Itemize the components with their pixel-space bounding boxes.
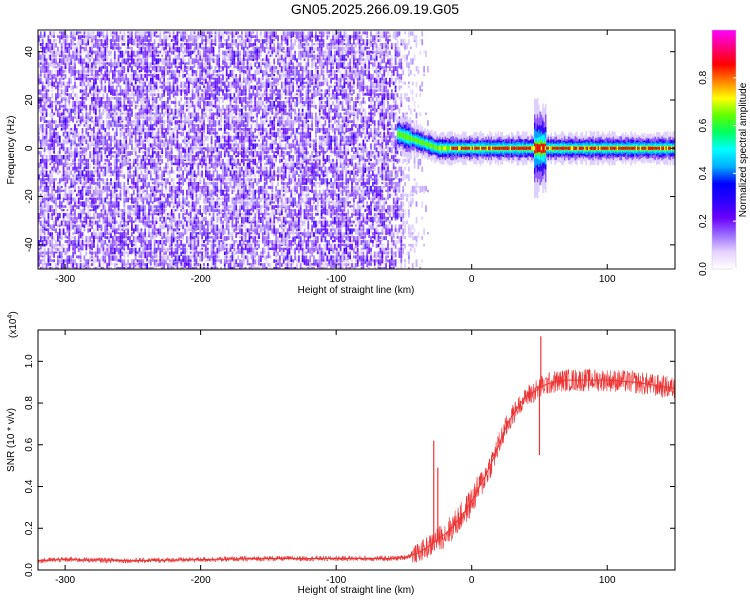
snr-frame bbox=[37, 329, 676, 571]
snr-line-noise bbox=[38, 368, 675, 564]
colorbar-frame bbox=[711, 29, 737, 270]
snr-x-tick-label: 0 bbox=[469, 575, 475, 586]
spectrogram-y-tick-label: 20 bbox=[24, 94, 35, 106]
colorbar-tick-label: 0.8 bbox=[698, 70, 709, 84]
chart-title: GN05.2025.266.09.19.G05 bbox=[291, 1, 459, 17]
snr-y-tick-label: 0.8 bbox=[24, 396, 35, 410]
snr-y-tick-label: 0.2 bbox=[24, 521, 35, 535]
spectrogram-x-tick-label: -300 bbox=[55, 274, 75, 285]
spectrogram-x-tick-label: -200 bbox=[191, 274, 211, 285]
snr-y-label: SNR (10 * v/v) bbox=[6, 408, 17, 472]
snr-x-tick-label: -200 bbox=[191, 575, 211, 586]
spectrogram-y-tick-label: 0 bbox=[24, 145, 35, 151]
colorbar-tick-label: 0.6 bbox=[698, 118, 709, 132]
spectrogram-x-label: Height of straight line (km) bbox=[298, 285, 415, 296]
snr-background bbox=[38, 330, 675, 570]
spectrogram-y-tick-label: -20 bbox=[24, 189, 35, 204]
colorbar-ticks: 0.0 0.2 0.4 0.6 0.8 bbox=[698, 70, 736, 276]
spectrogram-x-tick-label: -100 bbox=[326, 274, 346, 285]
snr-x-label: Height of straight line (km) bbox=[298, 585, 415, 596]
snr-y-ticks: 0.0 0.2 0.4 0.6 0.8 1.0 bbox=[24, 354, 675, 577]
snr-scale-label: (x104) bbox=[7, 311, 19, 338]
colorbar-tick-label: 0.0 bbox=[698, 262, 709, 276]
colorbar-tick-label: 0.2 bbox=[698, 214, 709, 228]
spectrogram-x-tick-label: 100 bbox=[599, 274, 616, 285]
spectrogram-frame bbox=[37, 29, 676, 270]
snr-scale-exponent: 4 bbox=[7, 315, 14, 319]
snr-scale-base: (x10 bbox=[8, 318, 19, 338]
snr-x-ticks: -300 -200 -100 0 100 bbox=[55, 330, 616, 586]
snr-x-tick-label: -300 bbox=[55, 575, 75, 586]
colorbar-tick-label: 0.4 bbox=[698, 166, 709, 180]
spectrogram-y-tick-label: -40 bbox=[24, 237, 35, 252]
spectrogram-y-label: Frequency (Hz) bbox=[6, 116, 17, 185]
spectrogram-x-tick-label: 0 bbox=[469, 274, 475, 285]
snr-y-tick-label: 0.4 bbox=[24, 479, 35, 493]
colorbar-gradient bbox=[712, 30, 736, 269]
spectrogram-x-ticks: -300 -200 -100 0 100 bbox=[55, 30, 616, 285]
snr-panel: -300 -200 -100 0 100 0.0 0.2 0.4 0.6 0.8 1.0 Heig… bbox=[6, 311, 676, 596]
spectrogram-signal-band bbox=[397, 98, 675, 199]
colorbar-label: Normalized spectral amplitude bbox=[738, 82, 749, 217]
snr-y-tick-label: 1.0 bbox=[24, 354, 35, 368]
snr-y-tick-label: 0.6 bbox=[24, 437, 35, 451]
snr-line bbox=[38, 379, 675, 562]
snr-x-tick-label: 100 bbox=[599, 575, 616, 586]
snr-y-tick-label: 0.0 bbox=[24, 563, 35, 577]
snr-x-tick-label: -100 bbox=[326, 575, 346, 586]
snr-spikes bbox=[433, 336, 542, 543]
spectrogram-noise-cells bbox=[38, 31, 429, 269]
colorbar: 0.0 0.2 0.4 0.6 0.8 Normalized spectral ampl… bbox=[698, 29, 749, 276]
spectrogram-y-ticks: -40 -20 0 20 40 bbox=[24, 46, 675, 252]
spectrogram-y-tick-label: 40 bbox=[24, 46, 35, 58]
